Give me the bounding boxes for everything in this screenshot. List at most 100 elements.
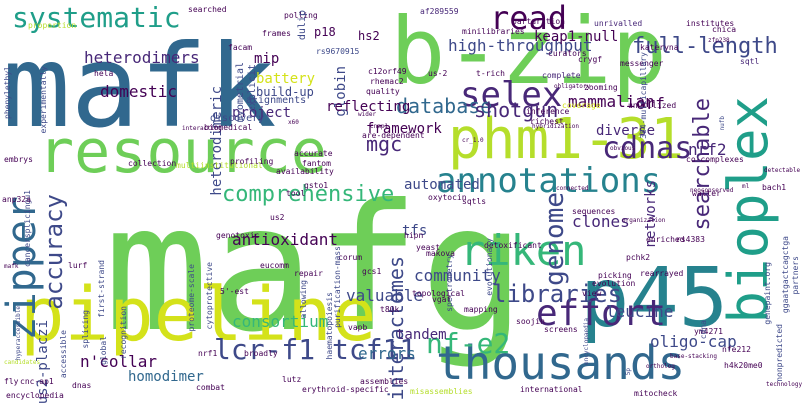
word: curators [548,49,587,58]
word: minilibraries [462,27,525,36]
word: inference [526,107,570,116]
word: chica [712,25,737,34]
word: messenger [620,59,664,68]
word: leucine [606,302,674,321]
word: screens [544,325,578,334]
word: rs4383 [676,235,705,244]
word: gsto1 [304,181,329,190]
word: purification-mass [333,246,342,328]
word: tool [286,189,306,198]
word: genotoxic [216,231,260,240]
word: full-length [632,34,778,59]
word: accessible [59,330,68,379]
word: myometrial [235,62,246,123]
word: crygf [578,55,603,64]
word: 384-multicapillary [639,52,648,139]
word: sequences [572,207,616,216]
word: broadly [244,349,278,358]
word: erythroid-specific [302,385,389,394]
word: nufb [719,116,726,131]
word: sqtl [740,57,760,66]
word: proportion [28,21,77,30]
word: us2 [270,213,285,222]
word: cytoprotective [205,262,214,330]
word: mafk [2,20,277,153]
word: biomedical [204,123,253,132]
word: errors [358,344,416,363]
word: reflecting [326,99,411,115]
word: rs9670915 [316,47,360,56]
word: ggaatgactcagctga [781,236,790,314]
word: tfs [402,223,428,239]
word: build-up [256,85,314,99]
word: p18 [314,25,336,39]
word: soojin [516,317,545,326]
word: multiinstitutional [176,161,263,170]
word: lurf [68,261,88,270]
word: misassemblies [410,387,473,396]
word: are-dependent [362,131,425,140]
word: phenylethyl [3,66,12,119]
word: searched [188,5,227,14]
word: yeast [416,243,441,252]
word: corum [338,253,363,262]
word: bach1 [762,183,787,192]
word: domestic [100,82,178,101]
word: fantom [302,159,331,168]
word: experimentally [39,66,48,134]
word: nrf1 [198,349,218,358]
word: community [414,266,501,285]
word: dulip [297,10,308,41]
word: international [520,385,583,394]
word: cdna [699,320,708,340]
word: libraries [492,280,623,308]
word: rhemac2 [370,77,404,86]
word: heterodimers [84,48,200,67]
word: pchk2 [626,253,651,262]
word: accurate [294,149,333,158]
word: zfp238 [708,37,730,44]
word: us-2 [428,69,448,78]
word: hyperaccessible [15,306,22,361]
word: rearrayed [640,269,684,278]
word: first-strand [97,260,106,318]
word: obligatory [554,83,591,90]
word: anp32a [2,195,31,204]
word: mafg [104,168,526,371]
word: cdnas [602,131,693,166]
word: wider [358,111,377,118]
word: resource [38,117,327,187]
word: database [396,94,493,118]
word: connected [556,185,589,192]
word: nf-e2 [426,327,511,360]
word: ym4271 [694,327,723,336]
word: mitocheck [634,389,678,398]
word: battery [256,71,316,87]
word: combat [196,383,225,392]
word: discovery [210,113,265,124]
word: mgc [366,132,403,156]
word: diverse [596,123,656,139]
word: zooming [584,83,618,92]
word: profiling [230,157,274,166]
word: x60 [288,119,299,126]
word: explicit [247,64,258,113]
word: high-throughput [448,36,593,55]
word: candidates [4,359,41,366]
word: searchable [690,98,715,231]
word: phm1-31 [448,107,685,172]
word: vapb [348,323,368,332]
word: keap1-null [534,29,619,45]
word: shotgun [474,98,559,122]
word: hipn [404,231,424,240]
word: polling [284,11,318,20]
word: unutilized [628,101,677,110]
word: riken [460,226,587,275]
word: genepaint.org [763,262,772,325]
word: pipeline [20,272,377,358]
word: oligo-cap [650,332,737,351]
word: availability [276,167,334,176]
word: haematopoiesis [325,292,334,360]
word: fly [4,377,19,386]
word: oxytocin [428,193,467,202]
